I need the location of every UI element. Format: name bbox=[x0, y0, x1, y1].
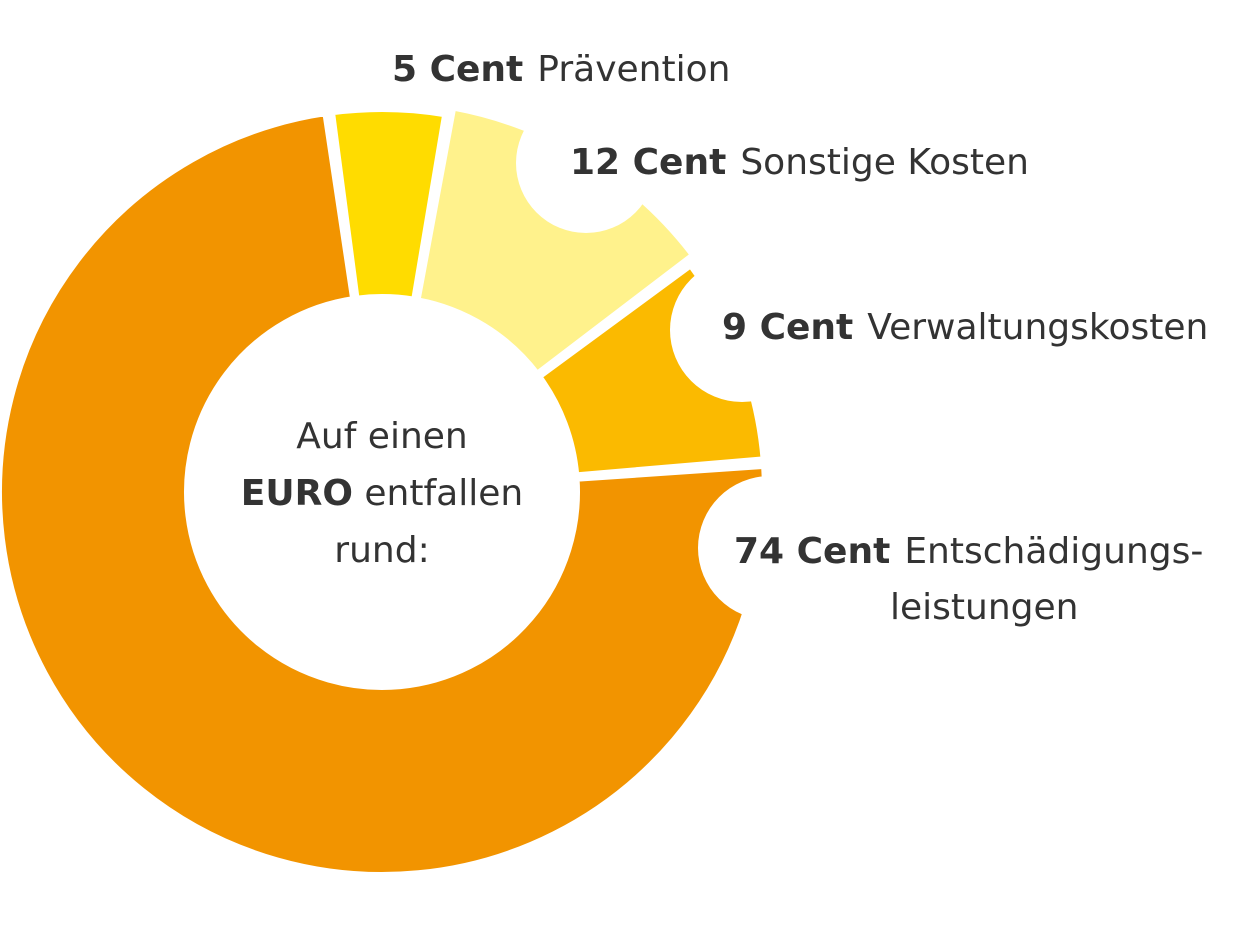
text-praevention: Prävention bbox=[537, 49, 731, 90]
center-line-2-rest: entfallen bbox=[364, 473, 524, 514]
label-verwaltung: 9 Cent Verwaltungskosten bbox=[722, 306, 1208, 350]
label-entschaedigung: 74 Cent Entschädigungs- bbox=[734, 530, 1203, 574]
amount-verwaltung: 9 Cent bbox=[722, 307, 854, 348]
text-sonstige: Sonstige Kosten bbox=[740, 142, 1029, 183]
text-entschaedigung: Entschädigungs- bbox=[904, 531, 1204, 572]
label-cutout-1 bbox=[516, 93, 656, 233]
slice-praevention bbox=[328, 106, 449, 304]
text-entschaedigung-2: leistungen bbox=[890, 587, 1079, 628]
center-line-2: EURO entfallen bbox=[190, 465, 574, 522]
amount-praevention: 5 Cent bbox=[392, 49, 524, 90]
text-verwaltung: Verwaltungskosten bbox=[867, 307, 1209, 348]
label-entschaedigung-line2: leistungen bbox=[890, 586, 1078, 630]
amount-sonstige: 12 Cent bbox=[570, 142, 727, 183]
label-cutout-2 bbox=[670, 258, 814, 402]
center-euro: EURO bbox=[240, 473, 353, 514]
label-sonstige: 12 Cent Sonstige Kosten bbox=[570, 141, 1029, 185]
center-line-1: Auf einen bbox=[296, 416, 468, 457]
slice-entschaedigung bbox=[0, 109, 768, 878]
center-caption: Auf einen EURO entfallen rund: bbox=[190, 408, 574, 579]
label-cutout-3 bbox=[698, 476, 842, 620]
center-line-3: rund: bbox=[334, 530, 430, 571]
label-praevention: 5 Cent Prävention bbox=[392, 48, 730, 92]
amount-entschaedigung: 74 Cent bbox=[734, 531, 891, 572]
